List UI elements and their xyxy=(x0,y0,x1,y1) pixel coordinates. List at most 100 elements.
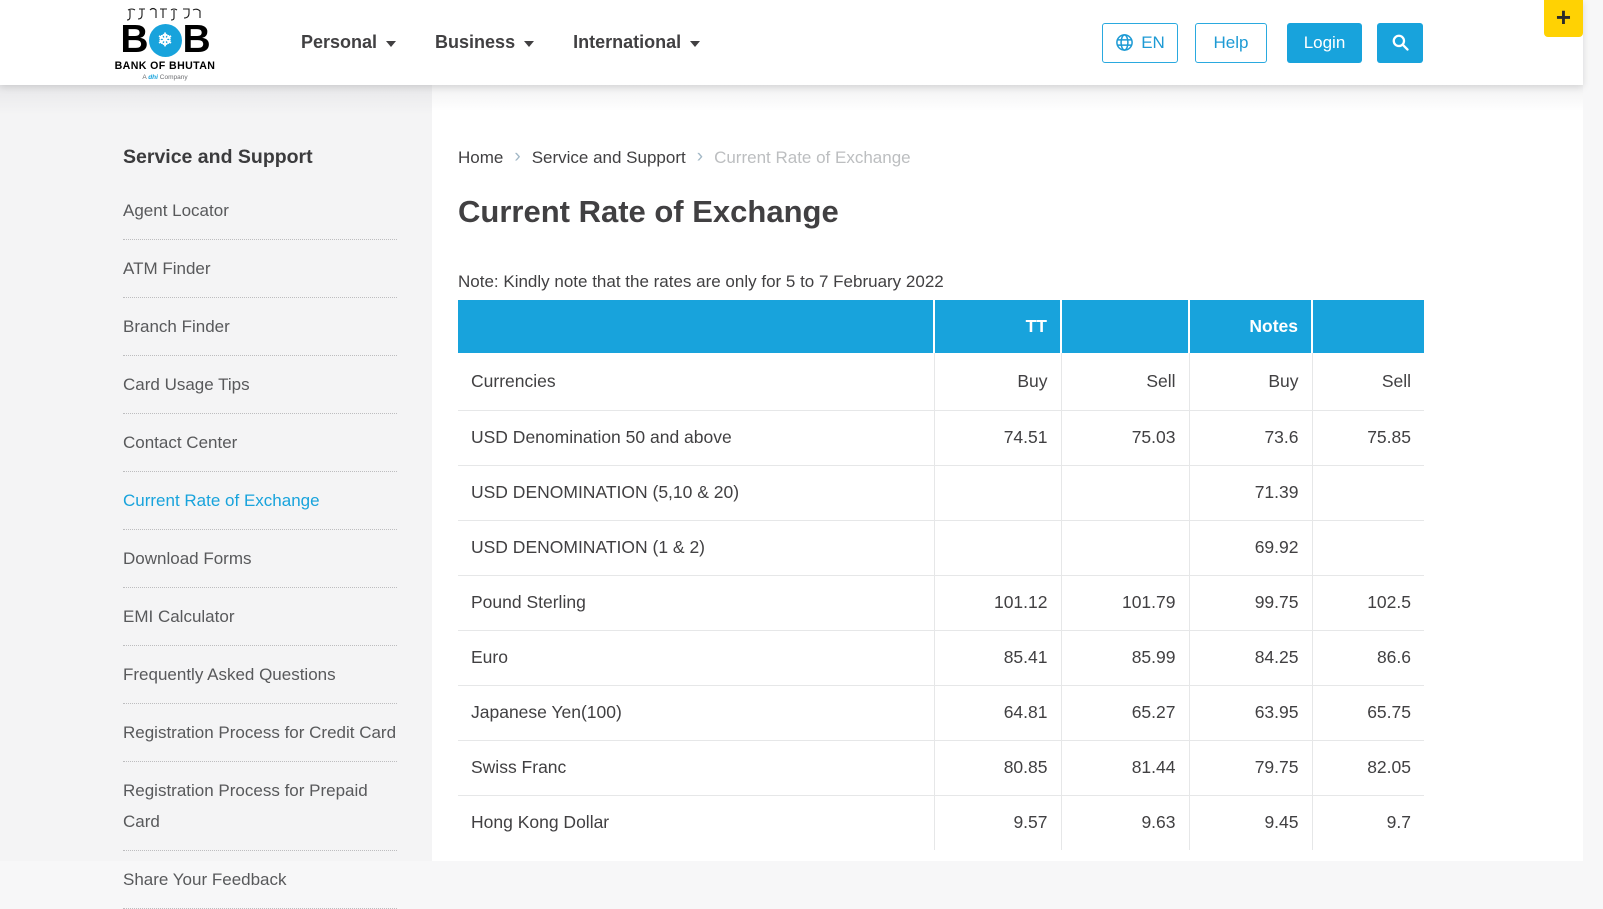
rate-cell: 75.85 xyxy=(1312,409,1424,465)
main-content: Home › Service and Support › Current Rate of… xyxy=(458,85,1424,855)
sidebar-item-download-forms[interactable]: Download Forms xyxy=(123,530,397,588)
chevron-down-icon xyxy=(690,41,701,47)
rates-note: Note: Kindly note that the rates are onl… xyxy=(458,272,944,291)
group-header-cell: TT xyxy=(934,300,1062,353)
rate-cell: 85.99 xyxy=(1061,629,1190,685)
snowflake-icon: ❄ xyxy=(157,30,173,50)
sidebar-item-emi-calculator[interactable]: EMI Calculator xyxy=(123,588,397,646)
bob-logo-circle-icon: ❄ xyxy=(148,23,182,57)
rate-cell: 75.03 xyxy=(1061,409,1190,465)
brand-wordmark: B ❄ B xyxy=(120,18,211,62)
rate-cell: 9.63 xyxy=(1061,794,1190,850)
sidebar-item-frequently-asked-questions[interactable]: Frequently Asked Questions xyxy=(123,646,397,704)
chevron-down-icon xyxy=(386,41,397,47)
rate-cell: 65.75 xyxy=(1312,684,1424,740)
rate-cell: 9.45 xyxy=(1189,794,1313,850)
currency-cell: Hong Kong Dollar xyxy=(458,794,935,850)
table-row: USD Denomination 50 and above 74.51 75.03 7… xyxy=(458,409,1424,465)
rate-cell: 9.7 xyxy=(1312,794,1424,850)
rate-cell: 74.51 xyxy=(934,409,1062,465)
tagline-dhi: dhi xyxy=(148,73,158,81)
group-header-cell xyxy=(1312,300,1424,353)
tagline-prefix: A xyxy=(142,73,147,81)
chevron-down-icon xyxy=(524,41,535,47)
rates-table-wrapper: TT Notes Currencies Buy Sell Buy Sell USD Deno… xyxy=(458,300,1424,855)
nav-item-label: Personal xyxy=(301,32,378,52)
brand-letter-b2: B xyxy=(182,18,211,62)
group-header-cell xyxy=(458,300,935,353)
rate-cell xyxy=(1061,464,1190,520)
rate-cell xyxy=(1061,519,1190,575)
search-icon xyxy=(1392,34,1409,51)
sidebar-item-share-your-feedback[interactable]: Share Your Feedback xyxy=(123,851,397,909)
subheader-cell: Sell xyxy=(1381,370,1411,391)
rate-cell: 81.44 xyxy=(1061,739,1190,795)
table-subheader-row: Currencies Buy Sell Buy Sell xyxy=(458,353,1424,410)
table-group-header-row: TT Notes xyxy=(458,300,1424,353)
rate-cell: 65.27 xyxy=(1061,684,1190,740)
header-actions: EN Help Login xyxy=(1102,22,1583,63)
exchange-rates-table: TT Notes Currencies Buy Sell Buy Sell USD Deno… xyxy=(458,300,1424,850)
sidebar-item-registration-process-for-prepaid-card[interactable]: Registration Process for Prepaid Card xyxy=(123,762,397,851)
rate-cell: 102.5 xyxy=(1312,574,1424,630)
breadcrumb-separator-icon: › xyxy=(514,146,521,167)
rate-cell: 69.92 xyxy=(1189,519,1313,575)
currency-cell: USD DENOMINATION (1 & 2) xyxy=(458,519,935,575)
rate-cell: 101.79 xyxy=(1061,574,1190,630)
subheader-cell: Buy xyxy=(1189,353,1313,410)
sidebar: Service and Support Agent Locator ATM Fin… xyxy=(123,146,397,909)
brand-tagline: A dhi Company xyxy=(142,74,187,81)
rate-cell: 84.25 xyxy=(1189,629,1313,685)
sidebar-item-current-rate-of-exchange[interactable]: Current Rate of Exchange xyxy=(123,472,397,530)
sidebar-background xyxy=(0,85,432,861)
sidebar-item-registration-process-for-credit-card[interactable]: Registration Process for Credit Card xyxy=(123,704,397,762)
subheader-cell: Sell xyxy=(1061,353,1190,410)
breadcrumb-home[interactable]: Home xyxy=(458,147,504,167)
table-row: USD DENOMINATION (5,10 & 20) 71.39 xyxy=(458,464,1424,520)
brand-subtitle: BANK OF BHUTAN xyxy=(114,59,216,72)
subheader-cell: Buy xyxy=(934,353,1062,410)
table-row: Hong Kong Dollar 9.57 9.63 9.45 9.7 xyxy=(458,794,1424,850)
nav-item-label: International xyxy=(573,32,682,52)
currency-cell: Euro xyxy=(458,629,935,685)
language-button[interactable]: EN xyxy=(1102,22,1178,63)
breadcrumb-service-and-support[interactable]: Service and Support xyxy=(531,147,686,167)
rate-cell xyxy=(934,464,1062,520)
rate-cell: 86.6 xyxy=(1312,629,1424,685)
sidebar-item-contact-center[interactable]: Contact Center xyxy=(123,414,397,472)
rate-cell: 63.95 xyxy=(1189,684,1313,740)
search-button[interactable] xyxy=(1377,22,1423,63)
login-button[interactable]: Login xyxy=(1287,22,1362,63)
accessibility-plus-button[interactable]: + xyxy=(1544,0,1583,37)
rate-cell: 73.6 xyxy=(1189,409,1313,465)
group-header-cell: Notes xyxy=(1189,300,1313,353)
rate-cell: 85.41 xyxy=(934,629,1062,685)
nav-item-business[interactable]: Business xyxy=(435,32,535,53)
sidebar-title: Service and Support xyxy=(123,146,313,168)
brand-logo[interactable]: B ❄ B BANK OF BHUTAN A dhi Company xyxy=(115,4,215,81)
brand-letter-b1: B xyxy=(120,18,148,62)
rate-cell: 101.12 xyxy=(934,574,1062,630)
currency-cell: Swiss Franc xyxy=(458,739,935,795)
currency-cell: Pound Sterling xyxy=(458,574,935,630)
sidebar-item-agent-locator[interactable]: Agent Locator xyxy=(123,182,397,240)
sidebar-menu: Agent Locator ATM Finder Branch Finder Card… xyxy=(123,182,397,909)
nav-item-personal[interactable]: Personal xyxy=(301,32,397,53)
rate-cell: 9.57 xyxy=(934,794,1062,850)
rate-cell: 64.81 xyxy=(934,684,1062,740)
sidebar-item-card-usage-tips[interactable]: Card Usage Tips xyxy=(123,356,397,414)
subheader-cell: Currencies xyxy=(458,353,935,410)
table-row: Swiss Franc 80.85 81.44 79.75 82.05 xyxy=(458,739,1424,795)
sidebar-item-atm-finder[interactable]: ATM Finder xyxy=(123,240,397,298)
table-row: Pound Sterling 101.12 101.79 99.75 102.5 xyxy=(458,574,1424,630)
help-button[interactable]: Help xyxy=(1195,22,1267,63)
dzongkha-script-icon xyxy=(126,8,201,21)
main-nav: Personal Business International xyxy=(301,32,701,53)
nav-item-international[interactable]: International xyxy=(573,32,701,53)
currency-cell: Japanese Yen(100) xyxy=(458,684,935,740)
globe-icon xyxy=(1116,34,1134,51)
breadcrumb-separator-icon: › xyxy=(696,146,704,167)
sidebar-item-branch-finder[interactable]: Branch Finder xyxy=(123,298,397,356)
rate-cell: 82.05 xyxy=(1312,739,1424,795)
rate-cell: 80.85 xyxy=(934,739,1062,795)
